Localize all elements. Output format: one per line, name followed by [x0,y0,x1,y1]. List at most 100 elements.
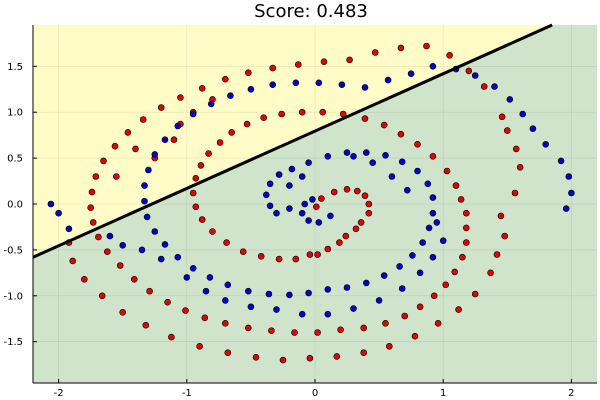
data-point-red [228,129,235,136]
data-point-red [320,58,328,66]
data-point-red [189,189,197,197]
data-point-blue [343,284,351,291]
data-point-blue [206,274,214,281]
data-point-red [201,314,209,322]
data-point-red [465,67,473,75]
data-point-red [382,319,389,327]
data-point-blue [429,194,437,201]
data-point-blue [309,196,316,203]
data-point-red [365,209,373,217]
data-point-red [318,195,325,202]
data-point-red [197,162,205,169]
data-point-red [146,287,153,295]
data-point-red [430,292,438,300]
data-point-red [423,42,430,50]
data-point-blue [298,209,306,217]
data-point-red [330,188,338,196]
y-tick-label: 0.5 [7,154,23,165]
data-point-blue [491,83,498,90]
data-point-red [487,269,494,277]
data-point-red [462,224,470,232]
data-point-blue [519,110,527,118]
data-point-red [462,239,470,246]
data-point-red [314,251,321,258]
data-point-red [98,292,106,300]
data-point-blue [350,153,357,160]
data-point-blue [562,205,570,212]
data-point-blue [183,274,191,281]
data-point-blue [189,110,197,118]
data-point-red [157,104,165,111]
data-point-blue [265,290,273,298]
y-tick-label: -0.5 [3,245,23,256]
data-point-red [245,69,252,76]
data-point-blue [47,200,55,208]
data-point-blue [324,310,332,318]
data-point-red [443,167,451,175]
data-point-red [87,204,94,211]
data-point-blue [568,189,575,197]
data-point-red [462,209,470,217]
data-point-red [360,349,368,357]
plot-area [32,23,597,383]
data-point-blue [398,285,406,292]
data-point-blue [429,209,437,217]
data-point-red [205,150,212,157]
data-point-blue [369,159,377,166]
data-point-red [89,219,97,226]
data-point-red [511,189,519,197]
x-tick-label: 2 [568,388,574,399]
data-point-blue [189,264,197,272]
data-point-blue [222,297,229,304]
data-point-blue [327,212,334,220]
data-point-red [298,108,306,116]
data-point-red [132,145,139,153]
data-point-blue [262,191,270,199]
data-point-red [397,44,405,52]
data-point-blue [141,182,148,189]
data-point-blue [315,219,323,226]
x-tick-label: -2 [54,388,64,399]
data-point-red [306,251,314,258]
data-point-red [452,182,460,189]
data-point-red [81,275,88,283]
chart-title: Score: 0.483 [254,1,368,22]
data-point-red [336,239,343,246]
data-point-blue [305,289,312,297]
data-point-red [312,203,320,211]
data-point-red [457,196,465,203]
data-point-red [111,142,119,150]
data-point-blue [375,297,383,304]
data-point-blue [288,165,296,173]
data-point-blue [403,186,411,194]
x-tick-label: 1 [440,388,446,399]
data-point-red [192,175,200,182]
data-point-blue [416,269,424,277]
data-point-blue [350,305,357,312]
y-tick-label: -1.0 [3,291,23,302]
data-point-red [401,312,409,320]
data-point-blue [439,237,447,244]
data-point-blue [286,205,293,212]
data-point-blue [361,84,369,91]
data-point-red [342,232,350,240]
x-tick-label: 0 [312,388,318,399]
data-point-red [92,173,100,180]
data-point-blue [380,272,388,279]
data-point-red [100,157,107,165]
data-point-red [414,141,421,148]
data-point-red [278,110,286,118]
data-point-blue [207,100,215,108]
data-point-red [361,115,369,122]
y-tick-label: 0.0 [7,200,23,211]
data-point-red [119,308,126,316]
data-point-red [209,228,216,235]
data-point-red [252,353,260,361]
y-tick-label: 1.0 [7,108,23,119]
data-point-red [95,233,102,241]
data-point-red [446,51,453,59]
data-point-blue [273,306,280,313]
y-tick-label: 1.5 [7,62,23,73]
data-point-blue [429,253,437,261]
data-point-blue [141,197,148,205]
